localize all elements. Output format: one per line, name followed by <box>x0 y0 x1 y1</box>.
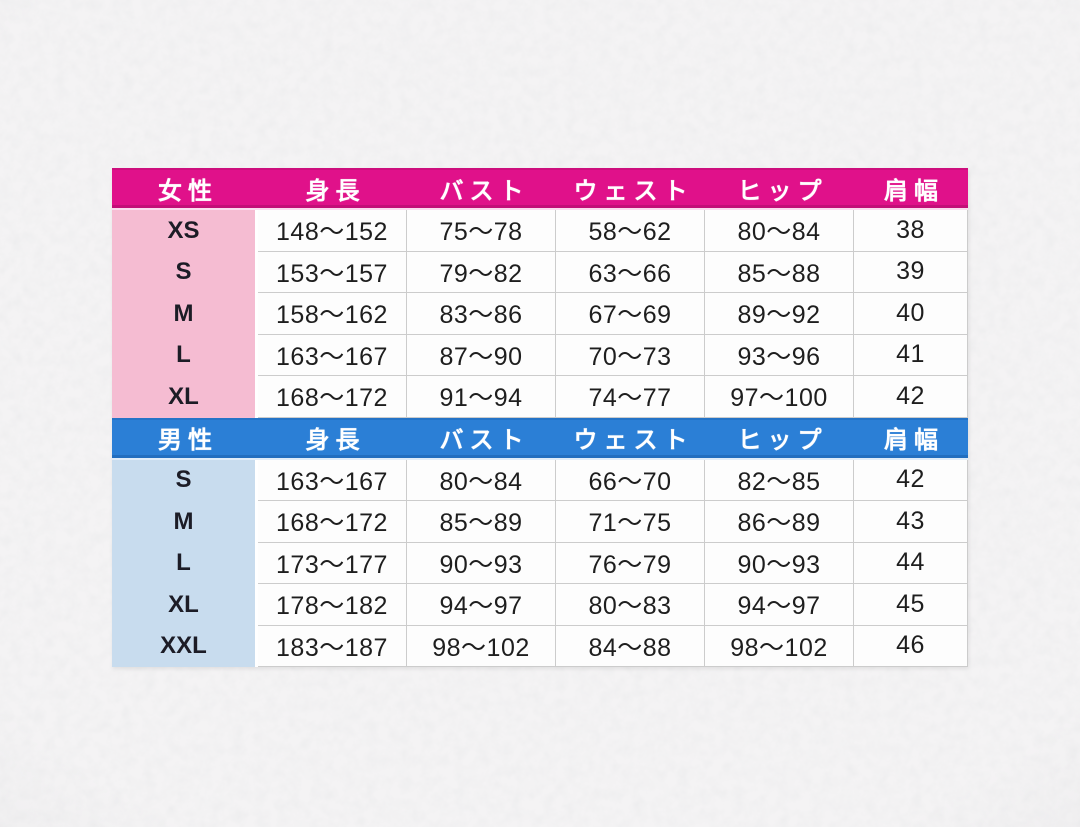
data-cell: 76～79 <box>556 542 705 584</box>
size-cell: XL <box>112 584 258 626</box>
data-cell: 89～92 <box>705 293 854 335</box>
data-cell: 66～70 <box>556 459 705 501</box>
data-cell: 87～90 <box>407 334 556 376</box>
size-cell: L <box>112 334 258 376</box>
men-column-header-waist: ウェスト <box>556 417 705 460</box>
men-group-header: 男性 <box>112 417 258 460</box>
data-cell: 94～97 <box>407 584 556 626</box>
data-cell: 82～85 <box>705 459 854 501</box>
men-column-header-hip: ヒップ <box>705 417 854 460</box>
men-column-header-bust: バスト <box>407 417 556 460</box>
data-cell: 71～75 <box>556 501 705 543</box>
data-cell: 97～100 <box>705 376 854 418</box>
women-column-header-hip: ヒップ <box>705 168 854 210</box>
women-group-header: 女性 <box>112 168 258 210</box>
data-cell: 80～84 <box>407 459 556 501</box>
size-cell: XL <box>112 376 258 418</box>
data-cell: 148～152 <box>258 210 407 252</box>
data-cell: 38 <box>854 210 968 252</box>
data-cell: 43 <box>854 501 968 543</box>
size-cell: XS <box>112 210 258 252</box>
data-cell: 75～78 <box>407 210 556 252</box>
data-cell: 58～62 <box>556 210 705 252</box>
data-cell: 40 <box>854 293 968 335</box>
men-column-header-shoulder: 肩幅 <box>854 417 968 460</box>
data-cell: 45 <box>854 584 968 626</box>
size-cell: M <box>112 501 258 543</box>
data-cell: 158～162 <box>258 293 407 335</box>
data-cell: 86～89 <box>705 501 854 543</box>
size-cell: M <box>112 293 258 335</box>
size-chart-table: 女性 身長 バスト ウェスト ヒップ 肩幅 XS 148～152 75～78 5… <box>112 168 968 667</box>
data-cell: 85～88 <box>705 251 854 293</box>
women-column-header-bust: バスト <box>407 168 556 210</box>
data-cell: 98～102 <box>407 625 556 667</box>
data-cell: 173～177 <box>258 542 407 584</box>
data-cell: 46 <box>854 625 968 667</box>
data-cell: 70～73 <box>556 334 705 376</box>
size-cell: L <box>112 542 258 584</box>
data-cell: 153～157 <box>258 251 407 293</box>
data-cell: 90～93 <box>407 542 556 584</box>
data-cell: 80～84 <box>705 210 854 252</box>
size-cell: XXL <box>112 625 258 667</box>
data-cell: 44 <box>854 542 968 584</box>
data-cell: 93～96 <box>705 334 854 376</box>
data-cell: 39 <box>854 251 968 293</box>
data-cell: 85～89 <box>407 501 556 543</box>
data-cell: 84～88 <box>556 625 705 667</box>
data-cell: 94～97 <box>705 584 854 626</box>
men-column-header-height: 身長 <box>258 417 407 460</box>
data-cell: 74～77 <box>556 376 705 418</box>
women-column-header-height: 身長 <box>258 168 407 210</box>
size-cell: S <box>112 251 258 293</box>
data-cell: 83～86 <box>407 293 556 335</box>
data-cell: 163～167 <box>258 334 407 376</box>
data-cell: 41 <box>854 334 968 376</box>
data-cell: 79～82 <box>407 251 556 293</box>
data-cell: 67～69 <box>556 293 705 335</box>
data-cell: 168～172 <box>258 501 407 543</box>
women-column-header-waist: ウェスト <box>556 168 705 210</box>
data-cell: 42 <box>854 459 968 501</box>
data-cell: 80～83 <box>556 584 705 626</box>
data-cell: 168～172 <box>258 376 407 418</box>
data-cell: 98～102 <box>705 625 854 667</box>
data-cell: 91～94 <box>407 376 556 418</box>
data-cell: 183～187 <box>258 625 407 667</box>
data-cell: 178～182 <box>258 584 407 626</box>
data-cell: 163～167 <box>258 459 407 501</box>
size-cell: S <box>112 459 258 501</box>
women-column-header-shoulder: 肩幅 <box>854 168 968 210</box>
data-cell: 42 <box>854 376 968 418</box>
data-cell: 90～93 <box>705 542 854 584</box>
data-cell: 63～66 <box>556 251 705 293</box>
